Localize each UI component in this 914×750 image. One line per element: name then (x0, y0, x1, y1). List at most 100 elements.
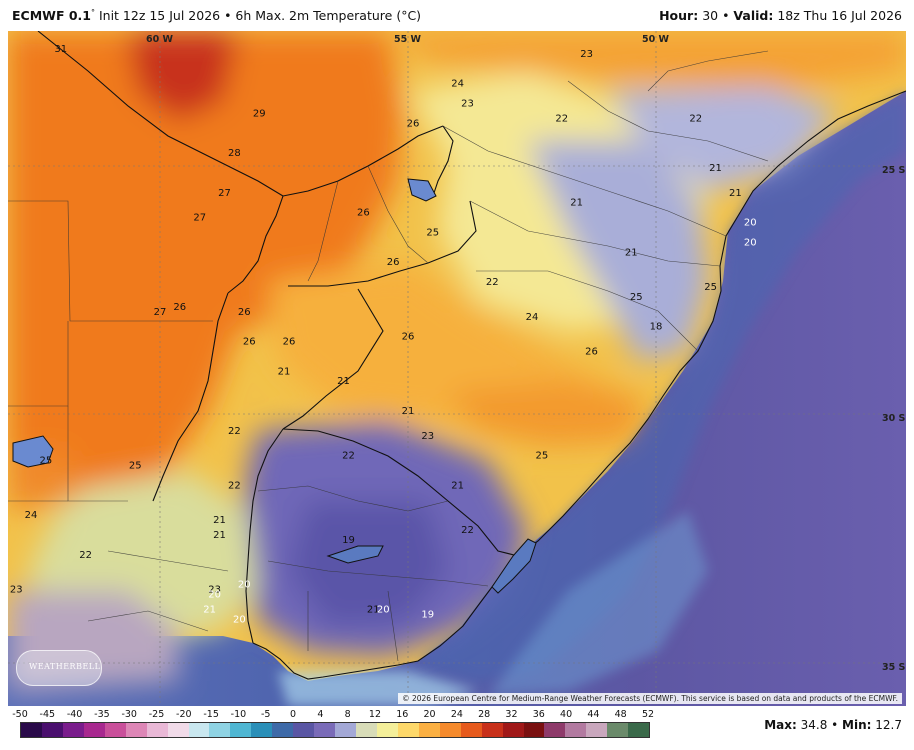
colorbar-swatch (21, 723, 42, 737)
temperature-label: 23 (461, 99, 474, 110)
colorbar-swatch (376, 723, 398, 737)
colorbar-swatch (502, 723, 524, 737)
temperature-label: 22 (342, 451, 355, 462)
temperature-label: 21 (337, 376, 350, 387)
colorbar-swatch (293, 723, 315, 737)
colorbar-tick: 48 (614, 709, 627, 720)
temperature-label: 26 (387, 257, 400, 268)
temperature-label: 27 (218, 188, 231, 199)
colorbar-tick: 4 (317, 709, 324, 720)
max-value: 34.8 • (796, 718, 843, 732)
min-label: Min: (842, 718, 872, 732)
temperature-label: 26 (402, 332, 415, 343)
longitude-labels: 60 W 55 W 50 W (146, 34, 670, 45)
temperature-label: 21 (213, 515, 226, 526)
colorbar-swatch (83, 723, 105, 737)
temperature-label: 20 (744, 237, 757, 248)
temperature-label: 21 (278, 366, 291, 377)
colorbar-swatch (188, 723, 210, 737)
hour-value: 30 • (698, 8, 734, 23)
colorbar-swatch (460, 723, 482, 737)
temperature-label: 21 (367, 604, 380, 615)
temperature-label: 23 (421, 431, 434, 442)
lon-label-60w: 60 W (146, 34, 174, 45)
colorbar-swatch (167, 723, 189, 737)
colorbar-tick: -50 (12, 709, 28, 720)
temperature-label: 25 (536, 451, 549, 462)
temperature-label: 26 (407, 118, 420, 129)
colorbar-swatch (586, 723, 608, 737)
colorbar-swatch (251, 723, 273, 737)
colorbar-swatch (397, 723, 419, 737)
temperature-label: 23 (580, 49, 593, 60)
colorbar-tick: -45 (39, 709, 56, 720)
temperature-label: 20 (238, 580, 251, 591)
colorbar-swatch (523, 723, 545, 737)
temperature-label: 22 (461, 525, 474, 536)
temperature-label: 25 (630, 292, 643, 303)
temperature-label: 22 (228, 480, 241, 491)
header: ECMWF 0.1° Init 12z 15 Jul 2026 • 6h Max… (0, 0, 914, 30)
colorbar-tick: 24 (450, 709, 463, 720)
colorbar-swatch (607, 723, 629, 737)
temperature-label: 31 (54, 44, 67, 55)
temperature-label: 27 (154, 307, 167, 318)
temperature-label: 26 (585, 347, 598, 358)
temperature-label: 22 (555, 113, 568, 124)
colorbar-swatch (544, 723, 566, 737)
lon-label-50w: 50 W (642, 34, 670, 45)
temperature-label: 26 (173, 302, 186, 313)
temperature-labels: 3231292827272626262423242322222424242321… (10, 44, 757, 625)
temperature-label: 21 (625, 247, 638, 258)
max-min-readout: Max: 34.8 • Min: 12.7 (764, 718, 902, 732)
colorbar-swatch (41, 723, 63, 737)
colorbar-tick: 40 (560, 709, 573, 720)
temperature-label: 27 (193, 213, 206, 224)
logo-text: WEATHERBELL (29, 662, 101, 671)
lat-label-25s: 25 S (882, 165, 906, 176)
lon-label-55w: 55 W (394, 34, 422, 45)
colorbar-tick: -5 (260, 709, 271, 720)
temperature-label: 24 (451, 79, 464, 90)
colorbar-tick-labels: -50 -45 -40 -35 -30 -25 -20 -15 -10 -5 0 4 8 12 16 20 24… (12, 709, 655, 721)
temperature-label: 22 (79, 550, 92, 561)
temperature-label: 21 (402, 406, 415, 417)
colorbar-swatch (481, 723, 503, 737)
temperature-label: 25 (129, 461, 142, 472)
temperature-label: 23 (10, 585, 23, 596)
colorbar-tick: -35 (94, 709, 110, 720)
colorbar-tick: -10 (230, 709, 247, 720)
temperature-label: 22 (689, 113, 702, 124)
colorbar-swatch (272, 723, 294, 737)
temperature-label: 21 (203, 604, 216, 615)
temperature-label: 22 (486, 277, 499, 288)
colorbar-swatch (356, 723, 377, 737)
temperature-label: 26 (238, 307, 251, 318)
valid-time: Hour: 30 • Valid: 18z Thu 16 Jul 2026 (659, 8, 902, 23)
temperature-label: 21 (709, 163, 722, 174)
temperature-label: 19 (342, 535, 355, 546)
temperature-label: 25 (426, 227, 439, 238)
temperature-label: 21 (451, 480, 464, 491)
colorbar-swatch (209, 723, 231, 737)
temperature-label: 20 (377, 604, 390, 615)
temperature-label: 21 (213, 530, 226, 541)
land-temperature-field (8, 31, 906, 706)
temperature-label: 26 (357, 208, 370, 219)
temperature-label: 29 (253, 108, 266, 119)
init-description: Init 12z 15 Jul 2026 • 6h Max. 2m Temper… (94, 8, 422, 24)
colorbar-tick: 52 (641, 709, 655, 720)
colorbar-swatch (418, 723, 440, 737)
temperature-label: 22 (228, 426, 241, 437)
colorbar-tick: 28 (478, 709, 491, 720)
colorbar-tick: 32 (505, 709, 518, 720)
colorbar-tick: -30 (121, 709, 137, 720)
model-name: ECMWF 0.1 (12, 8, 91, 24)
colorbar-tick: 12 (368, 709, 381, 720)
colorbar (20, 722, 650, 738)
colorbar-tick: 44 (587, 709, 600, 720)
colorbar-swatch (314, 723, 336, 737)
temperature-label: 25 (40, 456, 53, 467)
temperature-label: 21 (729, 188, 742, 199)
temperature-map[interactable]: 60 W 55 W 50 W 25 S 30 S 35 S 3231292827… (8, 31, 906, 706)
